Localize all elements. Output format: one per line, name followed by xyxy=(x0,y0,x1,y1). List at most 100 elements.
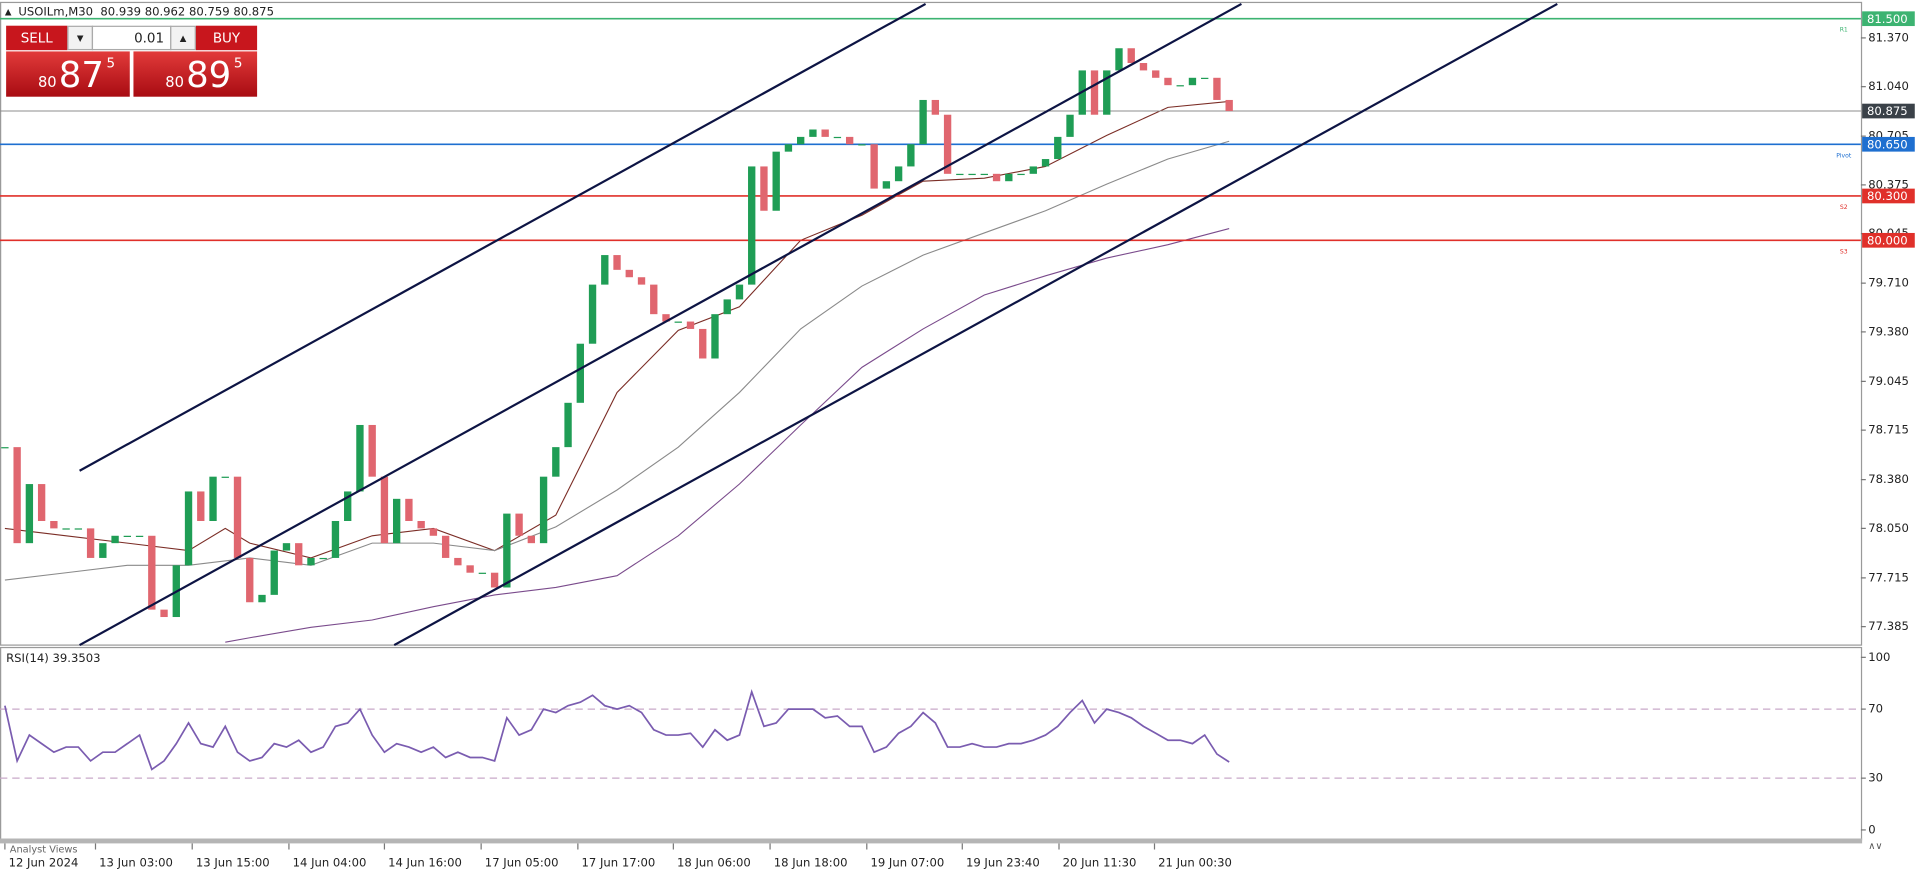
lot-up-icon[interactable]: ▲ xyxy=(180,34,187,44)
y-tick-label: 79.045 xyxy=(1868,374,1909,388)
buy-button[interactable] xyxy=(195,25,258,51)
level-tag xyxy=(1862,11,1915,27)
x-tick-label: 12 Jun 2024 xyxy=(9,855,79,869)
rsi-y-tick-label: 0 xyxy=(1868,822,1875,836)
candle xyxy=(184,491,193,566)
lot-up[interactable] xyxy=(170,25,196,51)
candle xyxy=(1041,159,1050,167)
sell-price-tail[interactable]: 5 xyxy=(107,57,116,72)
candle xyxy=(686,321,695,329)
candle xyxy=(344,491,352,521)
buy-label[interactable]: BUY xyxy=(213,32,241,47)
candle xyxy=(1188,77,1197,86)
x-tick-label: 17 Jun 17:00 xyxy=(582,855,656,869)
y-tick-label: 77.385 xyxy=(1868,619,1909,633)
candle xyxy=(894,166,903,182)
candle xyxy=(1152,70,1160,78)
candle xyxy=(1225,99,1233,112)
y-tick-label: 79.380 xyxy=(1868,324,1909,338)
rsi-y-tick-label: 30 xyxy=(1868,771,1883,785)
candle xyxy=(760,166,768,211)
candle xyxy=(50,520,58,529)
x-tick-label: 14 Jun 04:00 xyxy=(293,855,367,869)
buy-price-tail[interactable]: 5 xyxy=(234,57,243,72)
candle xyxy=(882,181,891,189)
candle xyxy=(625,269,633,278)
rsi-title: RSI(14) 39.3503 xyxy=(6,651,100,665)
y-tick-label: 78.050 xyxy=(1868,521,1909,535)
candle xyxy=(1176,85,1184,87)
candle xyxy=(1213,77,1221,100)
y-tick-label: 81.040 xyxy=(1868,79,1909,93)
candle xyxy=(919,99,927,145)
candle xyxy=(858,144,866,146)
candle xyxy=(821,129,829,137)
candle xyxy=(282,543,291,551)
candle xyxy=(1164,77,1172,86)
candle xyxy=(784,144,793,152)
lot-value[interactable]: 0.01 xyxy=(134,32,164,47)
candle xyxy=(99,543,107,558)
sell-label[interactable]: SELL xyxy=(21,32,54,47)
buy-price-box[interactable] xyxy=(133,51,258,97)
candle xyxy=(135,535,144,537)
candle xyxy=(392,498,401,544)
sell-price-head[interactable]: 80 xyxy=(38,74,57,91)
candle xyxy=(552,447,560,477)
x-tick-label: 17 Jun 05:00 xyxy=(485,855,559,869)
candle xyxy=(25,484,34,544)
candle xyxy=(1103,70,1111,115)
candle xyxy=(331,520,340,558)
candle xyxy=(1201,77,1209,80)
candle xyxy=(307,557,315,566)
moving-average xyxy=(4,140,1230,581)
lot-down-icon[interactable]: ▼ xyxy=(77,34,84,44)
buy-price-head[interactable]: 80 xyxy=(165,74,184,91)
candle xyxy=(197,491,205,521)
candle xyxy=(992,173,1001,182)
candle xyxy=(968,173,976,176)
candle xyxy=(405,498,413,521)
candle xyxy=(956,173,964,176)
candle xyxy=(772,151,780,211)
candle xyxy=(931,99,940,115)
candle xyxy=(356,424,364,492)
candle xyxy=(1139,63,1148,71)
separator xyxy=(0,838,1863,844)
candle xyxy=(1066,114,1074,137)
candle xyxy=(1054,136,1062,160)
x-tick-label: 13 Jun 15:00 xyxy=(196,855,270,869)
candle xyxy=(246,557,254,603)
candle xyxy=(270,550,278,595)
candle xyxy=(417,520,425,529)
tab-label[interactable]: Analyst Views xyxy=(10,845,78,856)
candle xyxy=(123,535,131,537)
scroll-arrows[interactable]: ∧∨ xyxy=(1868,841,1882,852)
candle xyxy=(943,114,952,174)
candle xyxy=(870,144,878,189)
level-tag xyxy=(1862,136,1915,152)
sell-price-main[interactable]: 87 xyxy=(59,55,104,96)
candle xyxy=(295,543,303,566)
sell-button[interactable] xyxy=(6,25,68,51)
candle xyxy=(564,402,572,448)
level-tag-label: 81.500 xyxy=(1867,12,1908,26)
candle xyxy=(221,476,229,478)
level-tag xyxy=(1862,232,1915,248)
level-name: S2 xyxy=(1840,204,1848,211)
buy-price-main[interactable]: 89 xyxy=(186,55,231,96)
y-tick-label: 81.370 xyxy=(1868,30,1909,44)
candle xyxy=(576,343,584,403)
ohlc: 80.939 80.962 80.759 80.875 xyxy=(100,5,274,19)
candle xyxy=(1115,48,1123,71)
candle xyxy=(809,129,817,137)
sell-price-box[interactable] xyxy=(6,51,130,97)
candle xyxy=(650,284,658,315)
x-tick-label: 18 Jun 06:00 xyxy=(677,855,751,869)
rsi-y-tick-label: 100 xyxy=(1868,650,1890,664)
candle xyxy=(111,535,119,544)
candle xyxy=(490,572,499,588)
trade-panel: SELL ▼ 0.01 ▲ BUY 80 87 5 80 89 5 xyxy=(6,25,258,97)
